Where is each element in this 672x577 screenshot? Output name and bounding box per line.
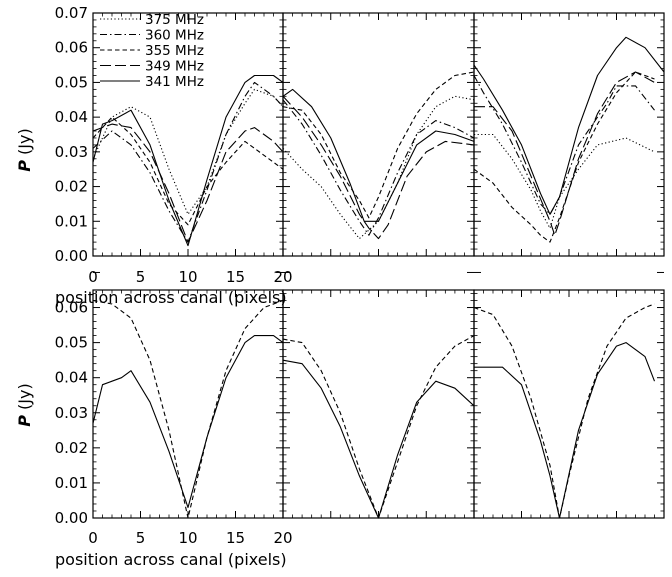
y-tick-label: 0.07 <box>55 4 88 22</box>
x-tick-label: 15 <box>226 529 245 547</box>
series-line-solid-panel-1 <box>92 335 284 509</box>
series-line-dashed-panel-2 <box>282 335 475 519</box>
x-tick-label: 5 <box>136 529 146 547</box>
y-tick-label: 0.00 <box>55 247 88 265</box>
legend-label: 349 MHz <box>145 59 204 75</box>
y-axis-symbol: P <box>15 160 34 172</box>
series-line-341-mhz-panel-1 <box>92 74 284 247</box>
series-line-solid-panel-2 <box>282 359 475 519</box>
y-tick-label: 0.05 <box>55 334 88 352</box>
y-tick-label: 0.04 <box>55 369 88 387</box>
x-axis-label: position across canal (pixels) <box>55 288 287 307</box>
y-tick-label: 0.03 <box>55 143 88 161</box>
legend-label: 375 MHz <box>145 12 204 28</box>
axis-text: 0.00 0.01 0.02 0.03 0.04 0.05 0.06 0.07 0 5 10 15 20… <box>15 4 293 569</box>
x-tick-label: 10 <box>178 529 197 547</box>
legend-label: 341 MHz <box>145 74 204 90</box>
x-tick-label: 20 <box>273 268 292 286</box>
series-line-375-mhz-panel-1 <box>92 88 284 215</box>
y-tick-label: 0.01 <box>55 474 88 492</box>
y-tick-label: 0.01 <box>55 212 88 230</box>
panel-top-3-frame <box>473 12 665 257</box>
y-tick-label: 0.00 <box>55 509 88 527</box>
panel-bottom-2-frame <box>282 289 475 519</box>
series-lines <box>92 36 665 519</box>
y-axis-unit: (Jy) <box>15 128 34 155</box>
x-tick-label: 20 <box>273 529 292 547</box>
x-axis-label: position across canal (pixels) <box>55 550 287 569</box>
y-tick-label: 0.02 <box>55 439 88 457</box>
series-line-360-mhz-panel-1 <box>92 81 284 243</box>
y-axis-symbol: P <box>15 415 34 427</box>
panel-bottom-1-frame <box>92 289 284 519</box>
series-line-355-mhz-panel-3 <box>473 71 655 243</box>
legend-label: 355 MHz <box>145 43 204 59</box>
y-tick-label: 0.03 <box>55 404 88 422</box>
y-axis-label: P (Jy) <box>15 128 34 171</box>
series-line-341-mhz-panel-3 <box>473 36 665 215</box>
series-line-360-mhz-panel-2 <box>282 99 475 236</box>
x-tick-label: 15 <box>226 268 245 286</box>
legend-label: 360 MHz <box>145 28 204 44</box>
y-tick-label: 0.04 <box>55 108 88 126</box>
series-line-dashed-panel-1 <box>92 299 284 519</box>
series-line-341-mhz-panel-2 <box>282 88 475 222</box>
y-axis-unit: (Jy) <box>15 383 34 410</box>
y-tick-label: 0.06 <box>55 39 88 57</box>
series-line-dashed-panel-3 <box>473 303 655 519</box>
series-line-355-mhz-panel-2 <box>282 71 475 219</box>
x-tick-label: 10 <box>178 268 197 286</box>
panel-top-2-frame <box>282 12 475 257</box>
x-tick-label: 0 <box>88 268 98 286</box>
series-line-360-mhz-panel-3 <box>473 75 655 215</box>
series-line-solid-panel-3 <box>474 342 656 519</box>
y-axis-label: P (Jy) <box>15 383 34 426</box>
x-tick-label: 0 <box>88 529 98 547</box>
x-tick-label: 5 <box>136 268 146 286</box>
y-tick-label: 0.06 <box>55 299 88 317</box>
panel-bottom-3-frame <box>473 289 665 519</box>
y-tick-label: 0.05 <box>55 73 88 91</box>
series-line-355-mhz-panel-1 <box>92 116 284 226</box>
series-line-349-mhz-panel-2 <box>282 95 475 240</box>
y-tick-label: 0.02 <box>55 178 88 196</box>
series-line-349-mhz-panel-3 <box>474 71 655 236</box>
series-line-349-mhz-panel-1 <box>92 123 284 243</box>
